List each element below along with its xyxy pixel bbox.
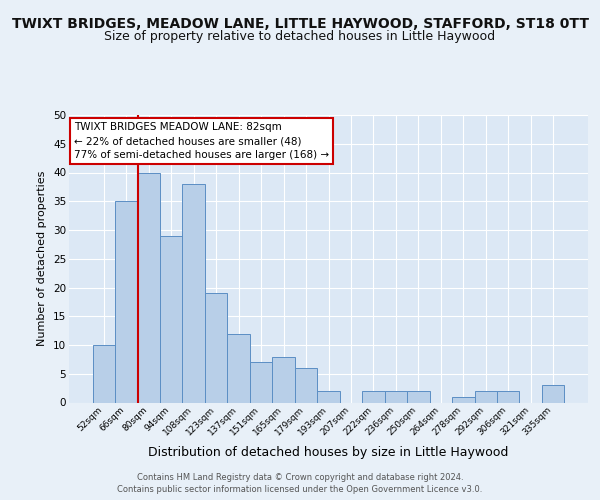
Bar — [227, 334, 250, 402]
Text: Size of property relative to detached houses in Little Haywood: Size of property relative to detached ho… — [104, 30, 496, 43]
Bar — [542, 385, 565, 402]
Bar — [250, 362, 272, 403]
Bar — [272, 356, 295, 403]
Bar — [407, 391, 430, 402]
Bar — [205, 293, 227, 403]
Bar — [452, 397, 475, 402]
Y-axis label: Number of detached properties: Number of detached properties — [37, 171, 47, 346]
Bar — [160, 236, 182, 402]
X-axis label: Distribution of detached houses by size in Little Haywood: Distribution of detached houses by size … — [148, 446, 509, 458]
Text: Contains HM Land Registry data © Crown copyright and database right 2024.: Contains HM Land Registry data © Crown c… — [137, 472, 463, 482]
Bar — [182, 184, 205, 402]
Bar — [385, 391, 407, 402]
Bar — [92, 345, 115, 403]
Bar — [317, 391, 340, 402]
Text: Contains public sector information licensed under the Open Government Licence v3: Contains public sector information licen… — [118, 485, 482, 494]
Text: TWIXT BRIDGES, MEADOW LANE, LITTLE HAYWOOD, STAFFORD, ST18 0TT: TWIXT BRIDGES, MEADOW LANE, LITTLE HAYWO… — [11, 18, 589, 32]
Bar — [295, 368, 317, 402]
Bar — [497, 391, 520, 402]
Text: TWIXT BRIDGES MEADOW LANE: 82sqm
← 22% of detached houses are smaller (48)
77% o: TWIXT BRIDGES MEADOW LANE: 82sqm ← 22% o… — [74, 122, 329, 160]
Bar — [137, 172, 160, 402]
Bar — [362, 391, 385, 402]
Bar — [115, 201, 137, 402]
Bar — [475, 391, 497, 402]
